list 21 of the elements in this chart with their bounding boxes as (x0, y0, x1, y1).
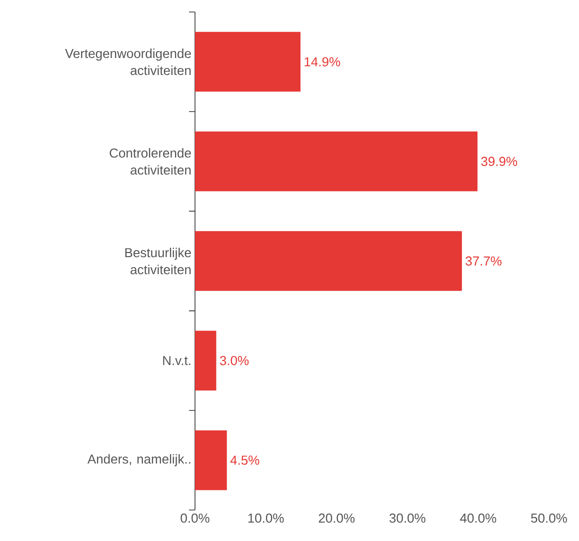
bar (195, 330, 216, 390)
data-label: 14.9% (304, 57, 340, 66)
data-label: 39.9% (481, 156, 518, 166)
y-tick-label: Bestuurlijke activiteiten (125, 248, 191, 274)
data-label: 3.0% (220, 356, 249, 366)
bar (195, 231, 462, 291)
x-tick-label: 10.0% (248, 514, 284, 523)
y-tick-label: Anders, namelijk.. (87, 454, 190, 466)
bar (195, 132, 478, 192)
x-tick-label: 0.0% (180, 514, 210, 523)
y-tick-label: Controlerende activiteiten (110, 148, 191, 175)
x-tick-label: 50.0% (531, 514, 567, 523)
bar (195, 32, 300, 92)
bar (195, 430, 227, 490)
y-tick-label: Vertegenwoordigende activiteiten (65, 48, 191, 76)
x-tick-label: 30.0% (389, 514, 426, 523)
data-label: 37.7% (466, 256, 502, 266)
data-label: 4.5% (230, 456, 260, 465)
y-tick-label: N.v.t. (163, 356, 190, 366)
x-tick-label: 20.0% (318, 514, 355, 523)
x-tick-label: 40.0% (460, 514, 496, 523)
